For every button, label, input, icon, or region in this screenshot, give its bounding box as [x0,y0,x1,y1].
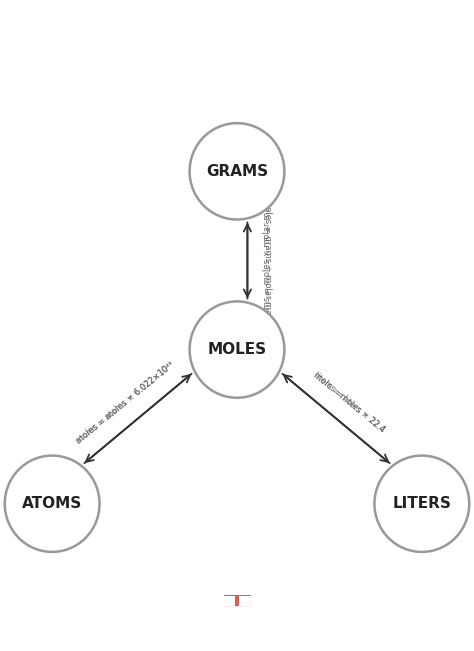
Text: GRAMS: GRAMS [206,164,268,179]
Text: moles = liters ÷ 22.4: moles = liters ÷ 22.4 [311,371,386,435]
Bar [224,602,235,606]
Text: grams = moles × molar mass: grams = moles × molar mass [263,198,272,323]
Text: moles = grams ÷ molar mass: moles = grams ÷ molar mass [263,198,272,323]
Bar [224,596,235,601]
Text: LITERS: LITERS [392,496,451,511]
Bar [239,596,250,601]
Circle shape [190,123,284,219]
Text: atoms = moles × 6.022×10²³: atoms = moles × 6.022×10²³ [75,360,176,445]
Text: moles = atoms ÷ 6.022×10²³: moles = atoms ÷ 6.022×10²³ [75,360,176,445]
Text: MOLES: MOLES [208,342,266,357]
Circle shape [190,301,284,398]
Bar [239,602,250,606]
Circle shape [5,456,100,552]
Text: ATOMS: ATOMS [22,496,82,511]
Circle shape [374,456,469,552]
Text: liters = moles × 22.4: liters = moles × 22.4 [311,371,386,435]
Text: www.inchcalculator.com: www.inchcalculator.com [174,628,300,637]
Bar [221,590,252,595]
FancyBboxPatch shape [221,590,252,607]
Text: MOLE CONVERSION FORMULAS: MOLE CONVERSION FORMULAS [55,33,419,52]
